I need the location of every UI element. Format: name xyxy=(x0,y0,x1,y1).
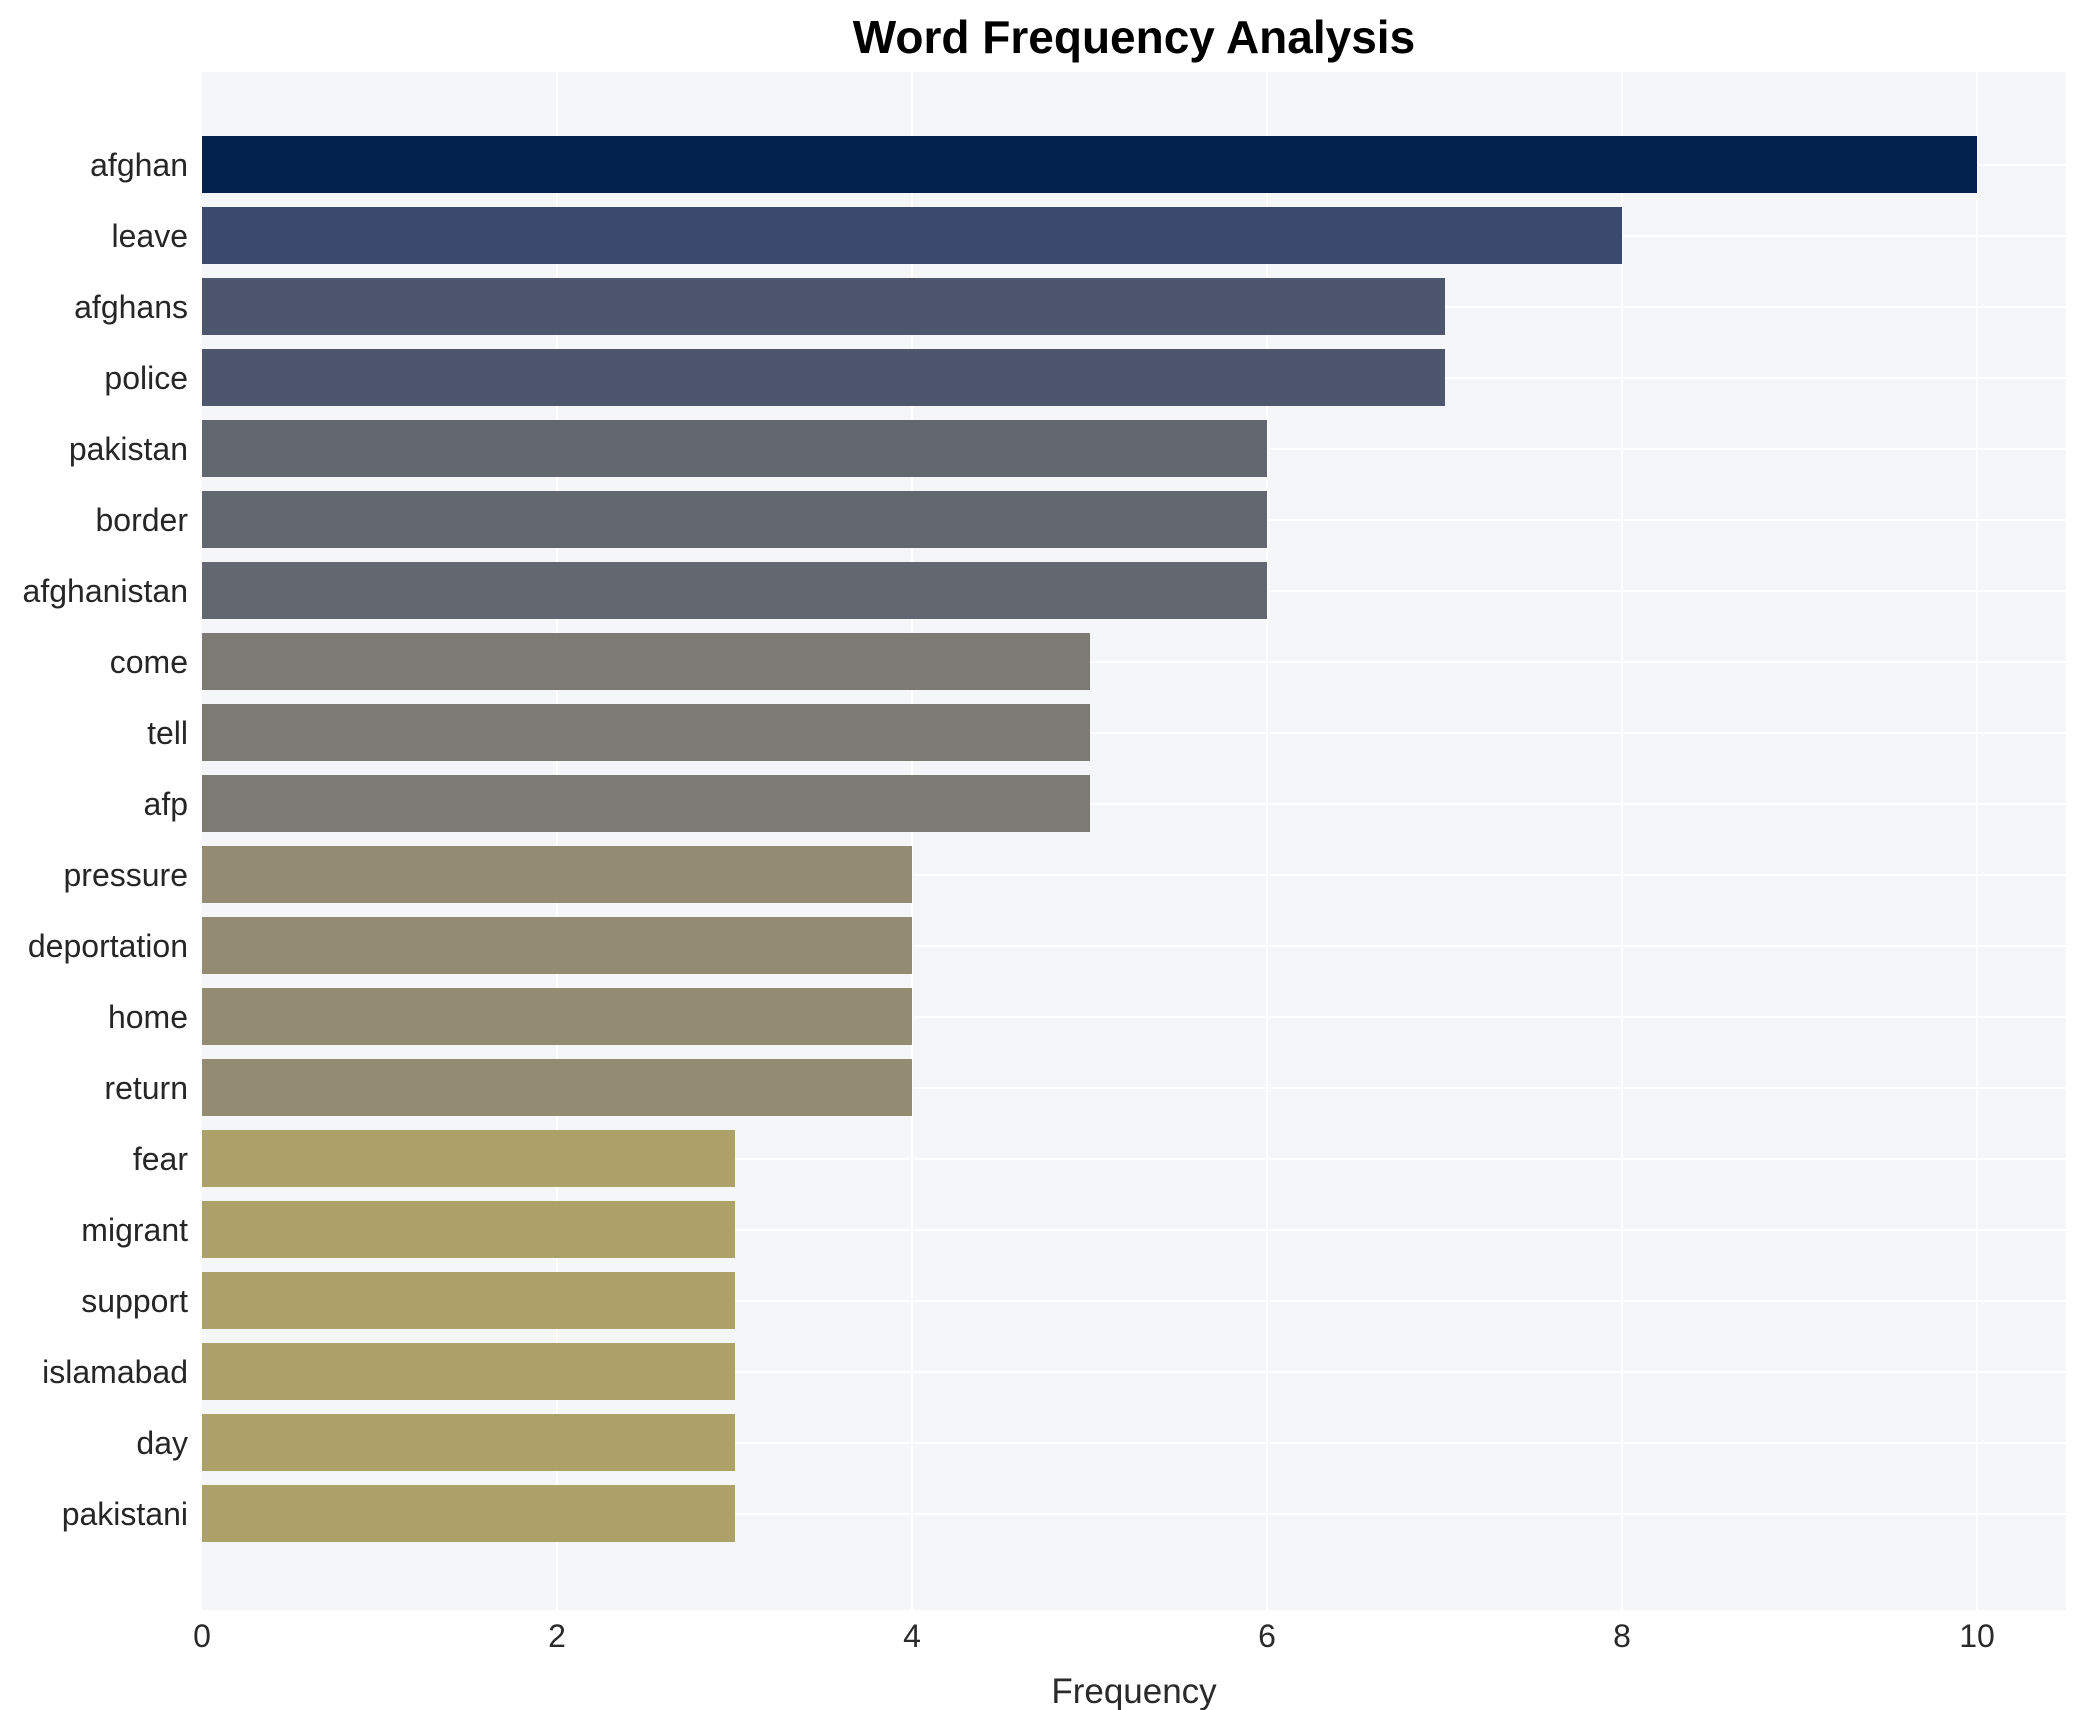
y-tick-label-pakistani: pakistani xyxy=(61,1495,188,1532)
y-tick-label-support: support xyxy=(81,1282,188,1319)
y-tick-label-afghan: afghan xyxy=(90,146,188,183)
x-tick-label-4: 4 xyxy=(903,1618,921,1654)
bar-home xyxy=(202,988,912,1045)
bar-day xyxy=(202,1414,735,1471)
plot-area xyxy=(202,72,2066,1610)
gridline-x-4 xyxy=(911,72,913,1610)
gridline-y-come xyxy=(202,660,2066,663)
bar-pressure xyxy=(202,846,912,903)
bar-fear xyxy=(202,1130,735,1187)
bar-afghanistan xyxy=(202,562,1267,619)
bar-police xyxy=(202,349,1445,406)
bar-afp xyxy=(202,775,1090,832)
x-tick-label-0: 0 xyxy=(193,1618,211,1654)
x-axis-label: Frequency xyxy=(1051,1672,1217,1710)
gridline-x-10 xyxy=(1976,72,1978,1610)
gridline-y-pakistani xyxy=(202,1512,2066,1515)
y-tick-label-pressure: pressure xyxy=(63,856,189,893)
bar-return xyxy=(202,1059,912,1116)
gridline-y-islamabad xyxy=(202,1370,2066,1373)
gridline-x-8 xyxy=(1621,72,1623,1610)
bar-pakistan xyxy=(202,420,1267,477)
y-tick-label-home: home xyxy=(107,998,188,1035)
y-tick-label-police: police xyxy=(104,359,188,396)
gridline-y-pressure xyxy=(202,873,2066,876)
x-tick-label-6: 6 xyxy=(1258,1618,1276,1654)
bar-migrant xyxy=(202,1201,735,1258)
y-tick-label-leave: leave xyxy=(111,217,189,254)
y-tick-label-pakistan: pakistan xyxy=(68,430,188,467)
y-tick-label-islamabad: islamabad xyxy=(42,1353,188,1390)
gridline-y-fear xyxy=(202,1157,2066,1160)
bar-deportation xyxy=(202,917,912,974)
gridline-y-support xyxy=(202,1299,2066,1302)
gridline-x-6 xyxy=(1266,72,1268,1610)
gridline-y-return xyxy=(202,1086,2066,1089)
gridline-y-tell xyxy=(202,731,2066,734)
x-tick-label-10: 10 xyxy=(1959,1618,1995,1654)
gridline-y-day xyxy=(202,1441,2066,1444)
gridline-y-afp xyxy=(202,802,2066,805)
bar-pakistani xyxy=(202,1485,735,1542)
bar-afghans xyxy=(202,278,1445,335)
bar-support xyxy=(202,1272,735,1329)
y-tick-label-border: border xyxy=(95,501,189,538)
y-tick-label-migrant: migrant xyxy=(81,1211,188,1248)
bar-leave xyxy=(202,207,1622,264)
y-tick-label-return: return xyxy=(104,1069,188,1106)
y-tick-label-afghans: afghans xyxy=(74,288,188,325)
x-tick-label-2: 2 xyxy=(548,1618,566,1654)
chart-title: Word Frequency Analysis xyxy=(852,11,1416,63)
y-tick-label-afp: afp xyxy=(143,785,188,822)
x-tick-label-8: 8 xyxy=(1613,1618,1631,1654)
bar-islamabad xyxy=(202,1343,735,1400)
gridline-y-home xyxy=(202,1015,2066,1018)
bar-tell xyxy=(202,704,1090,761)
gridline-y-deportation xyxy=(202,944,2066,947)
y-tick-label-deportation: deportation xyxy=(27,927,188,964)
y-tick-label-fear: fear xyxy=(132,1140,188,1177)
bar-come xyxy=(202,633,1090,690)
bar-border xyxy=(202,491,1267,548)
gridline-y-migrant xyxy=(202,1228,2066,1231)
y-tick-label-tell: tell xyxy=(147,714,188,751)
y-tick-label-come: come xyxy=(109,643,188,680)
gridline-x-2 xyxy=(556,72,558,1610)
y-tick-label-day: day xyxy=(136,1424,188,1461)
bar-afghan xyxy=(202,136,1977,193)
y-tick-label-afghanistan: afghanistan xyxy=(22,572,188,609)
